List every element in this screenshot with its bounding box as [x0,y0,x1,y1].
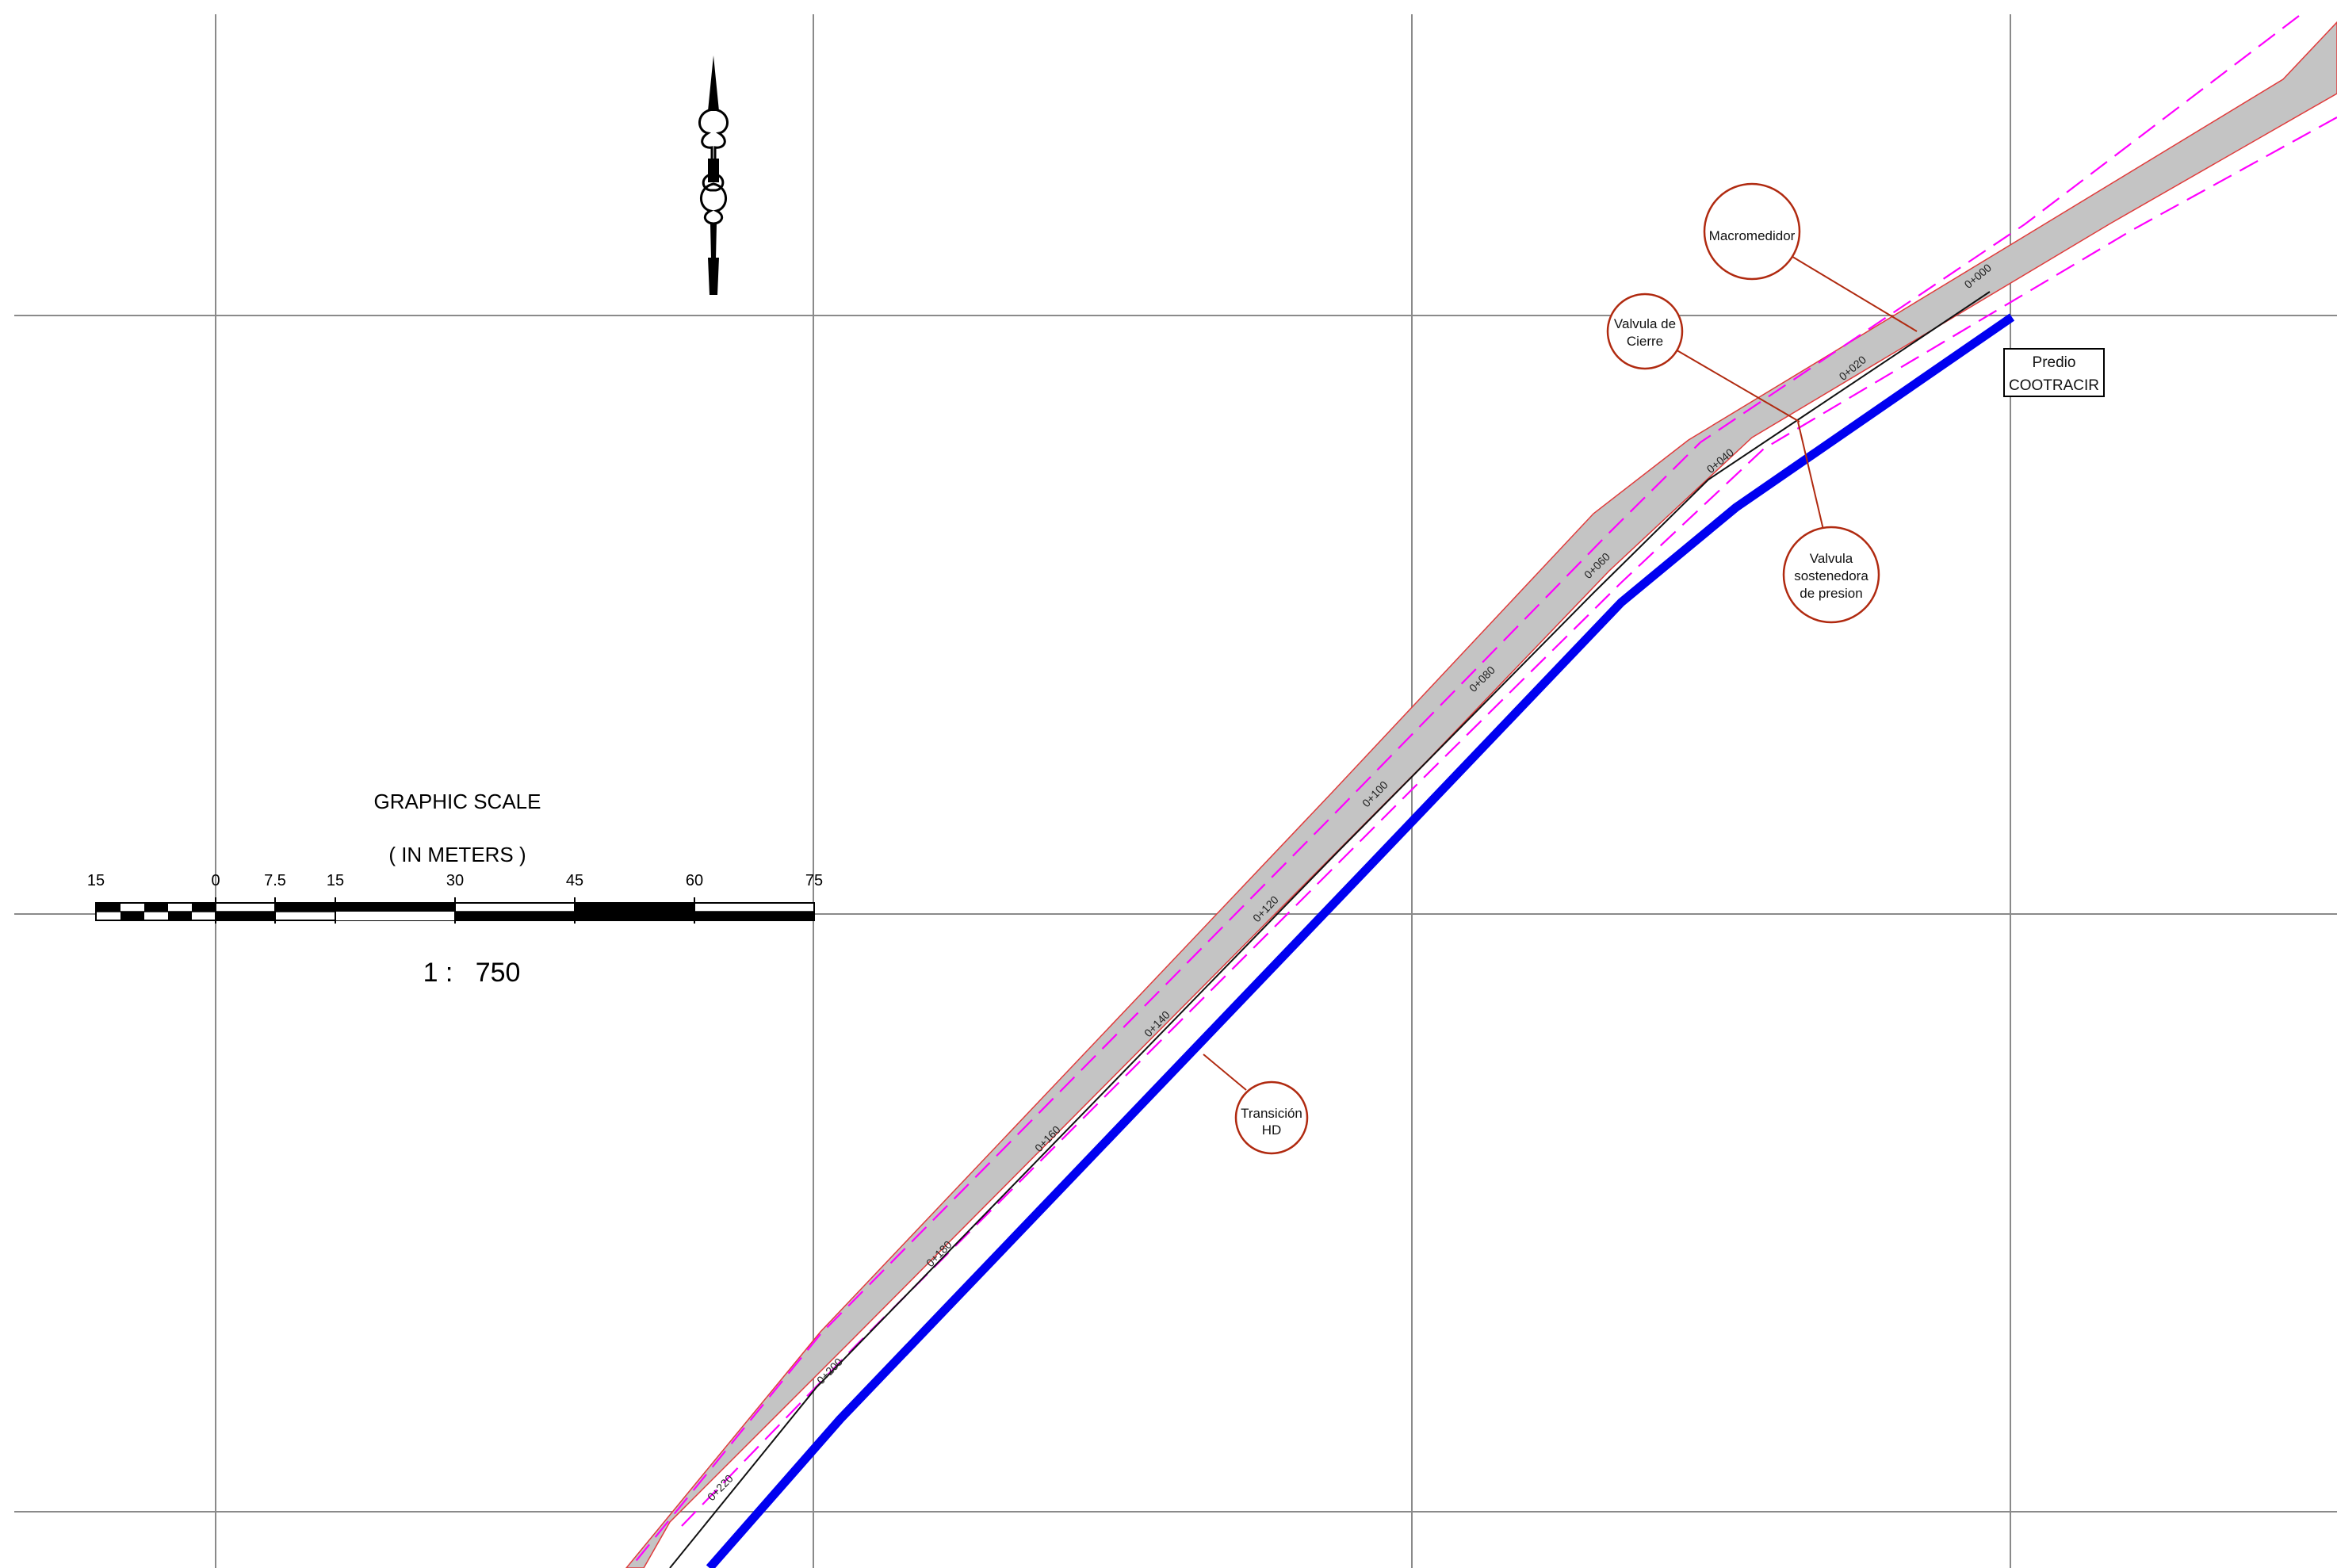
callout-valvula-cierre: Valvula de Cierre [1606,293,1684,370]
leader-valvula-sostenedora [1797,421,1824,530]
scale-tick-label: 45 [566,872,583,889]
property-label-line2: COOTRACIR [2009,377,2099,394]
graphic-scale: GRAPHIC SCALE ( IN METERS ) 15 0 7.5 15 … [87,790,823,988]
scale-ticks [215,897,695,924]
scale-units: ( IN METERS ) [388,843,526,866]
callout-label: de presion [1800,586,1862,601]
scale-tick-label: 30 [446,872,464,889]
callout-label: Valvula [1810,551,1853,566]
pipeline [706,313,2015,1568]
scale-segment [120,912,144,920]
scale-segment [192,903,216,912]
north-arrow-needle [708,55,719,111]
scale-tick-label: 0 [211,872,220,889]
leader-transicion [1203,1054,1247,1091]
scale-segment [694,912,814,920]
leader-valvula-cierre [1673,348,1800,423]
scale-tick-label: 15 [327,872,344,889]
callout-label: HD [1262,1122,1282,1138]
callout-transicion: Transición HD [1234,1080,1309,1155]
callout-label: sostenedora [1794,568,1868,583]
property-label-box [2003,348,2105,397]
north-arrow-icon [698,55,729,295]
scale-segment [168,912,192,920]
leader-lines [1203,254,1918,1091]
scale-title: GRAPHIC SCALE [374,790,541,813]
scale-tick-label: 15 [87,872,105,889]
scale-segment [275,903,335,912]
north-arrow-ornament-upper [698,108,729,192]
scale-segment [335,903,455,912]
leader-macromedidor [1789,254,1918,332]
callout-label: Cierre [1627,334,1663,349]
right-of-way-upper [629,15,2300,1568]
callout-label: Transición [1241,1106,1302,1121]
scale-segment [335,912,455,920]
north-arrow-body [708,159,719,182]
scale-tick-label: 60 [686,872,703,889]
property-label-line1: Predio [2033,354,2076,371]
scale-segment [96,903,120,912]
grid [14,14,2337,1568]
scale-tick-label: 75 [805,872,823,889]
scale-segment [216,912,275,920]
scale-ratio: 1 : 750 [423,958,521,988]
alignment-axis [669,291,1991,1568]
property-label: Predio COOTRACIR [2003,348,2105,397]
scale-segment [455,912,575,920]
scale-segment [144,903,168,912]
road-corridor [625,21,2337,1568]
callout-label: Valvula de [1614,316,1676,331]
north-arrow-foot [708,258,719,295]
callout-circle [1782,526,1880,624]
callout-macromedidor: Macromedidor [1703,182,1801,281]
callout-circle [1606,293,1684,370]
scale-segment [575,912,694,920]
callout-circle [1703,182,1801,281]
scale-segment [575,903,694,912]
callout-label: Macromedidor [1709,228,1796,243]
scale-tick-label: 7.5 [264,872,286,889]
callout-valvula-sostenedora: Valvula sostenedora de presion [1782,526,1880,624]
right-of-way-lower [681,117,2337,1527]
callout-circle [1234,1080,1309,1155]
